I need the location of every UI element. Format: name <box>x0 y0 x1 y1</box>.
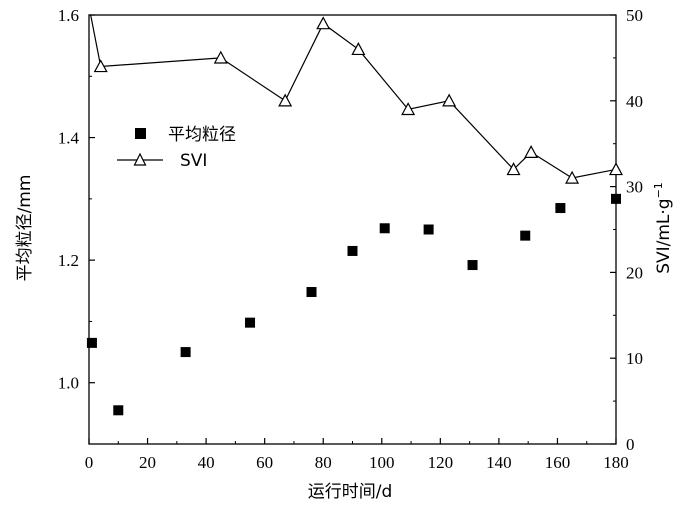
svi-point <box>506 162 521 176</box>
legend-square-marker <box>135 128 146 139</box>
right-y-tick-label: 30 <box>626 178 643 197</box>
svi-point <box>93 59 108 73</box>
right-y-axis-title-main: SVI/mL·g <box>654 198 674 273</box>
x-tick-label: 60 <box>256 453 273 472</box>
x-tick-label: 80 <box>315 453 332 472</box>
particle-size-point <box>347 245 358 256</box>
svi-point <box>278 93 293 107</box>
x-tick-label: 40 <box>198 453 215 472</box>
particle-size-point <box>423 224 434 235</box>
particle-size-point <box>86 337 97 348</box>
particle-size-point <box>306 287 317 298</box>
svi-point <box>442 93 457 107</box>
particle-size-point <box>379 223 390 234</box>
particle-size-point <box>611 193 621 204</box>
data-marks <box>86 15 624 416</box>
x-tick-label: 140 <box>486 453 512 472</box>
left-y-tick-label: 1.4 <box>58 129 80 148</box>
axes <box>88 14 617 445</box>
svi-point <box>213 50 228 64</box>
left-y-axis-title: 平均粒径/mm <box>15 175 35 282</box>
right-y-tick-label: 50 <box>626 6 643 25</box>
particle-size-point <box>555 203 566 214</box>
x-tick-label: 100 <box>369 453 395 472</box>
svi-point <box>565 170 580 184</box>
right-y-axis-title-sup: −1 <box>652 182 665 198</box>
right-y-axis-title: SVI/mL·g−1 <box>652 182 674 274</box>
left-y-tick-label: 1.0 <box>58 374 79 393</box>
x-tick-label: 160 <box>545 453 571 472</box>
svi-point <box>316 16 331 30</box>
x-tick-label: 120 <box>428 453 454 472</box>
particle-size-point <box>113 405 124 416</box>
right-y-tick-label: 10 <box>626 349 643 368</box>
ticks: 0 20 40 60 80 100 120 140 160 180 1.0 1.2 1.4 1.6 0 10 2… <box>58 6 643 472</box>
x-tick-label: 180 <box>603 453 629 472</box>
svi-point <box>608 162 624 176</box>
left-y-tick-label: 1.6 <box>58 6 79 25</box>
right-y-tick-label: 40 <box>626 92 643 111</box>
x-tick-label: 0 <box>85 453 94 472</box>
svi-point <box>351 42 366 56</box>
x-tick-label: 20 <box>139 453 156 472</box>
plot-frame <box>88 14 617 445</box>
right-y-axis-title-group: SVI/mL·g−1 <box>652 182 674 274</box>
legend-triangle-marker <box>133 152 147 166</box>
right-y-tick-label: 0 <box>626 435 635 454</box>
particle-size-point <box>520 230 531 241</box>
legend-label-particle-size: 平均粒径 <box>168 125 236 145</box>
right-y-tick-label: 20 <box>626 263 643 282</box>
svi-point <box>524 145 539 158</box>
x-axis-title: 运行时间/d <box>308 482 393 502</box>
legend: 平均粒径 SVI <box>117 125 236 171</box>
particle-size-point <box>467 260 478 271</box>
particle-size-point <box>180 347 191 358</box>
left-y-tick-label: 1.2 <box>58 251 79 270</box>
legend-label-svi: SVI <box>180 151 207 171</box>
svi-point <box>401 102 416 116</box>
particle-size-point <box>245 317 256 328</box>
svi-line <box>90 15 616 179</box>
